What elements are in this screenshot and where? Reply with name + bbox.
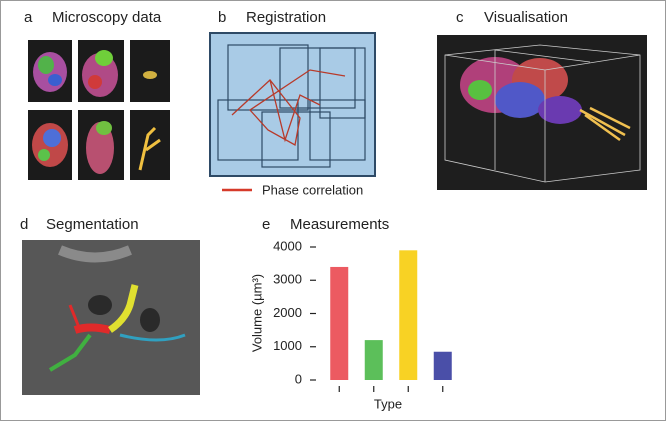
panel-title: Registration	[246, 9, 326, 26]
panel-letter: c	[456, 9, 464, 26]
chart-title: Measurements	[290, 216, 389, 233]
y-tick-label: 2000	[273, 305, 302, 320]
panel-letter: e	[262, 216, 270, 233]
x-axis-label: Type	[374, 396, 402, 411]
registration-diagram: Phase correlation	[209, 32, 376, 197]
bar	[433, 351, 452, 380]
microscopy-tiles	[28, 40, 170, 180]
panel-letter: a	[24, 9, 33, 26]
segmentation-image	[22, 240, 200, 395]
panel-letter: d	[20, 216, 28, 233]
bar	[399, 250, 418, 380]
y-tick-label: 4000	[273, 238, 302, 253]
y-tick-label: 0	[295, 371, 302, 386]
y-tick-label: 3000	[273, 272, 302, 287]
bar	[330, 266, 349, 380]
bar	[364, 340, 383, 380]
panel-title: Microscopy data	[52, 9, 162, 26]
panel-letter: b	[218, 9, 226, 26]
y-tick-label: 1000	[273, 338, 302, 353]
panel-title: Visualisation	[484, 9, 568, 26]
panel-title: Segmentation	[46, 216, 139, 233]
visualisation-render	[437, 35, 647, 190]
y-axis-label: Volume (µm³)	[249, 274, 264, 352]
legend-label: Phase correlation	[262, 182, 363, 197]
